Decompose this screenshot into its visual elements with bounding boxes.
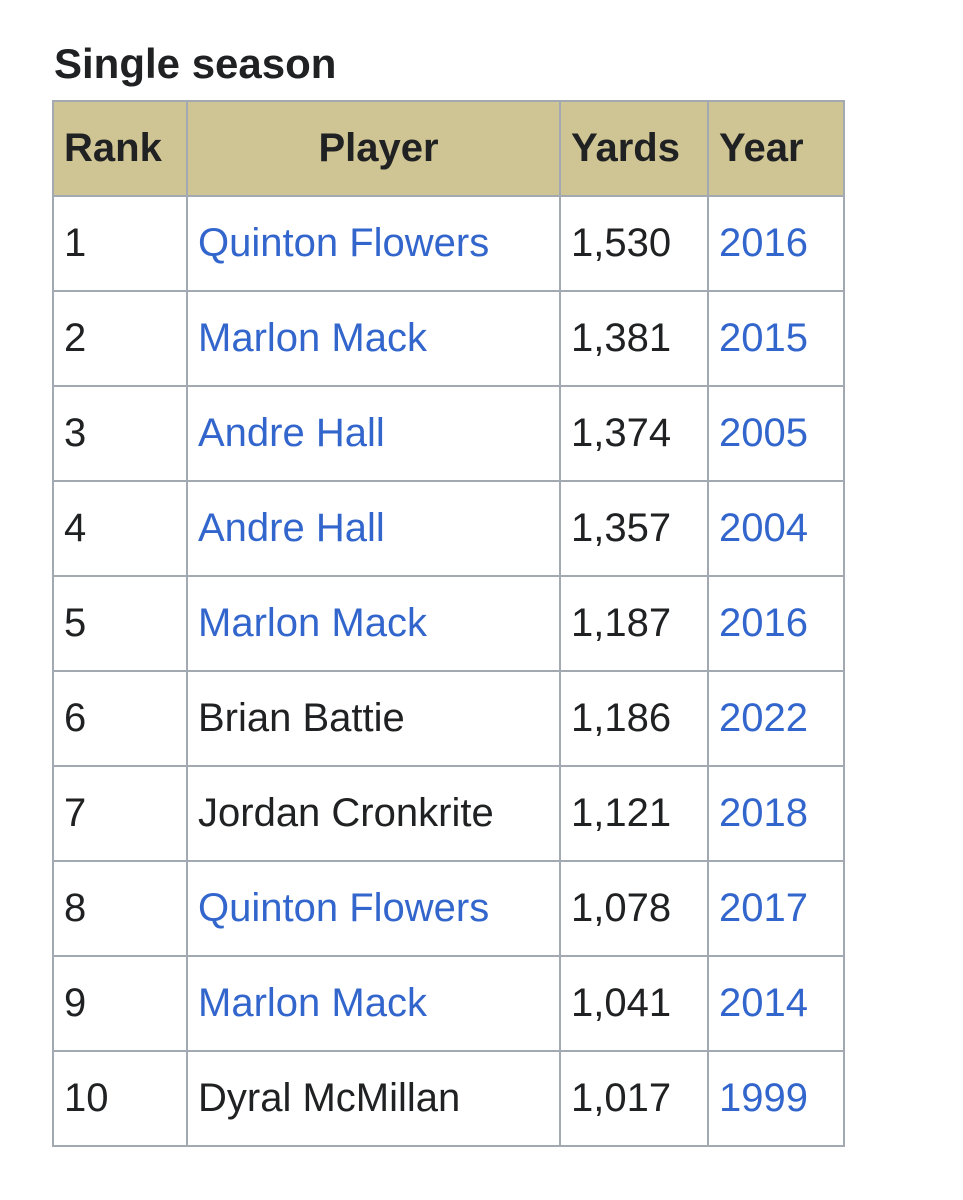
year-link[interactable]: 2022	[719, 696, 808, 740]
column-header-year: Year	[707, 100, 845, 197]
cell-year: 2022	[707, 670, 845, 767]
player-name: Brian Battie	[198, 696, 405, 740]
cell-year: 2014	[707, 955, 845, 1052]
cell-rank: 2	[52, 290, 188, 387]
cell-player: Marlon Mack	[186, 290, 561, 387]
single-season-rushing-table: Rank Player Yards Year 1 Quinton Flowers 1…	[52, 100, 845, 1147]
table-row: 7 Jordan Cronkrite 1,121 2018	[52, 765, 845, 862]
cell-yards: 1,121	[559, 765, 709, 862]
table-row: 10 Dyral McMillan 1,017 1999	[52, 1050, 845, 1147]
cell-player: Brian Battie	[186, 670, 561, 767]
year-link[interactable]: 2005	[719, 411, 808, 455]
cell-rank: 8	[52, 860, 188, 957]
player-link[interactable]: Andre Hall	[198, 411, 385, 455]
cell-yards: 1,187	[559, 575, 709, 672]
cell-yards: 1,530	[559, 195, 709, 292]
cell-year: 2016	[707, 195, 845, 292]
table-row: 6 Brian Battie 1,186 2022	[52, 670, 845, 767]
table-row: 5 Marlon Mack 1,187 2016	[52, 575, 845, 672]
year-link[interactable]: 1999	[719, 1076, 808, 1120]
cell-rank: 3	[52, 385, 188, 482]
table-row: 9 Marlon Mack 1,041 2014	[52, 955, 845, 1052]
year-link[interactable]: 2016	[719, 221, 808, 265]
player-link[interactable]: Andre Hall	[198, 506, 385, 550]
cell-rank: 4	[52, 480, 188, 577]
cell-rank: 5	[52, 575, 188, 672]
year-link[interactable]: 2017	[719, 886, 808, 930]
cell-player: Andre Hall	[186, 385, 561, 482]
cell-player: Jordan Cronkrite	[186, 765, 561, 862]
year-link[interactable]: 2014	[719, 981, 808, 1025]
cell-year: 2005	[707, 385, 845, 482]
player-name: Jordan Cronkrite	[198, 791, 494, 835]
column-header-rank: Rank	[52, 100, 188, 197]
year-link[interactable]: 2015	[719, 316, 808, 360]
player-link[interactable]: Marlon Mack	[198, 601, 427, 645]
cell-yards: 1,078	[559, 860, 709, 957]
cell-rank: 6	[52, 670, 188, 767]
table-row: 1 Quinton Flowers 1,530 2016	[52, 195, 845, 292]
cell-rank: 10	[52, 1050, 188, 1147]
player-link[interactable]: Quinton Flowers	[198, 221, 490, 265]
cell-rank: 1	[52, 195, 188, 292]
cell-player: Marlon Mack	[186, 575, 561, 672]
table-row: 2 Marlon Mack 1,381 2015	[52, 290, 845, 387]
player-link[interactable]: Quinton Flowers	[198, 886, 490, 930]
cell-yards: 1,357	[559, 480, 709, 577]
cell-year: 2015	[707, 290, 845, 387]
cell-year: 2004	[707, 480, 845, 577]
cell-yards: 1,374	[559, 385, 709, 482]
cell-yards: 1,017	[559, 1050, 709, 1147]
table-row: 3 Andre Hall 1,374 2005	[52, 385, 845, 482]
cell-yards: 1,041	[559, 955, 709, 1052]
table-row: 8 Quinton Flowers 1,078 2017	[52, 860, 845, 957]
year-link[interactable]: 2004	[719, 506, 808, 550]
cell-yards: 1,186	[559, 670, 709, 767]
player-link[interactable]: Marlon Mack	[198, 981, 427, 1025]
cell-year: 2017	[707, 860, 845, 957]
table-row: 4 Andre Hall 1,357 2004	[52, 480, 845, 577]
cell-player: Marlon Mack	[186, 955, 561, 1052]
section-title: Single season	[54, 40, 337, 87]
cell-player: Quinton Flowers	[186, 195, 561, 292]
cell-player: Dyral McMillan	[186, 1050, 561, 1147]
table-header-row: Rank Player Yards Year	[52, 100, 845, 197]
cell-rank: 9	[52, 955, 188, 1052]
column-header-player: Player	[186, 100, 561, 197]
year-link[interactable]: 2018	[719, 791, 808, 835]
player-name: Dyral McMillan	[198, 1076, 461, 1120]
year-link[interactable]: 2016	[719, 601, 808, 645]
cell-yards: 1,381	[559, 290, 709, 387]
cell-rank: 7	[52, 765, 188, 862]
column-header-yards: Yards	[559, 100, 709, 197]
cell-player: Quinton Flowers	[186, 860, 561, 957]
cell-year: 2016	[707, 575, 845, 672]
cell-year: 2018	[707, 765, 845, 862]
cell-year: 1999	[707, 1050, 845, 1147]
player-link[interactable]: Marlon Mack	[198, 316, 427, 360]
cell-player: Andre Hall	[186, 480, 561, 577]
